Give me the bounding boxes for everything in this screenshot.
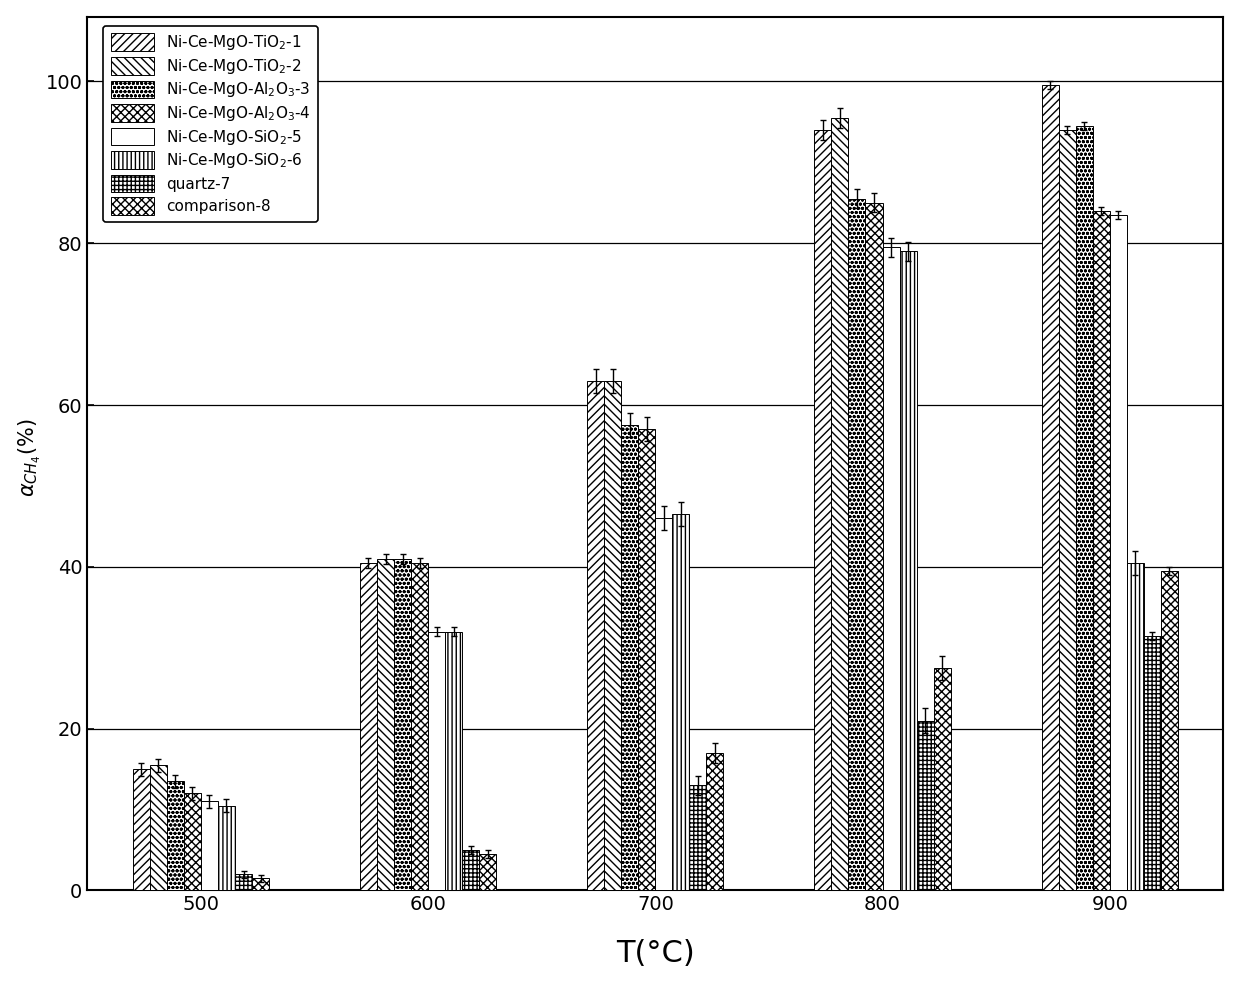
Bar [428, 631, 445, 890]
Bar [1127, 562, 1143, 890]
Bar [201, 802, 218, 890]
Bar [604, 381, 621, 890]
Y-axis label: $\alpha_{CH_4}$(%)  : $\alpha_{CH_4}$(%) [16, 410, 43, 497]
Bar [689, 785, 707, 890]
Bar [883, 247, 899, 890]
Bar [218, 806, 236, 890]
Bar [655, 518, 672, 890]
Bar [1075, 126, 1092, 890]
Bar [639, 429, 655, 890]
Bar [866, 203, 883, 890]
Bar [815, 130, 831, 890]
Bar [133, 769, 150, 890]
Bar [621, 426, 639, 890]
Bar [707, 753, 723, 890]
Bar [479, 854, 496, 890]
Bar [899, 251, 916, 890]
Bar [445, 631, 463, 890]
Bar [167, 781, 184, 890]
Bar [377, 558, 394, 890]
Bar [1092, 211, 1110, 890]
Bar [934, 668, 951, 890]
Bar [252, 879, 269, 890]
Bar [360, 562, 377, 890]
Bar [1059, 130, 1075, 890]
Bar [236, 875, 252, 890]
Bar [394, 558, 412, 890]
Bar [184, 793, 201, 890]
Bar [1042, 86, 1059, 890]
X-axis label: T(°C): T(°C) [616, 940, 694, 968]
Bar [463, 850, 479, 890]
Bar [831, 118, 848, 890]
Bar [1161, 571, 1178, 890]
Bar [1110, 215, 1127, 890]
Bar [588, 381, 604, 890]
Legend: Ni-Ce-MgO-TiO$_2$-1, Ni-Ce-MgO-TiO$_2$-2, Ni-Ce-MgO-Al$_2$O$_3$-3, Ni-Ce-MgO-Al$: Ni-Ce-MgO-TiO$_2$-1, Ni-Ce-MgO-TiO$_2$-2… [103, 26, 319, 223]
Bar [412, 562, 428, 890]
Bar [916, 721, 934, 890]
Bar [848, 199, 866, 890]
Bar [672, 514, 689, 890]
Bar [150, 765, 167, 890]
Bar [1143, 635, 1161, 890]
